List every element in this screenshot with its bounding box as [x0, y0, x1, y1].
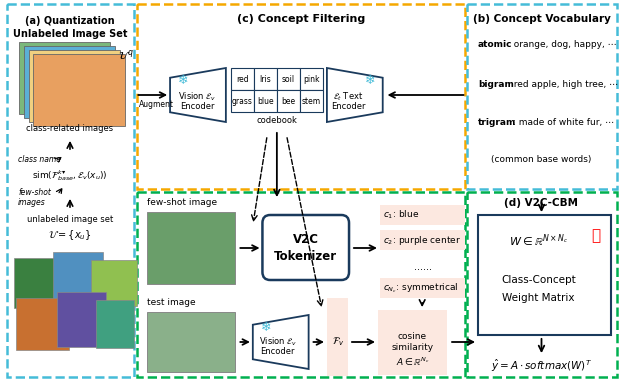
Text: bee: bee [282, 97, 296, 105]
Bar [300, 90, 323, 112]
Text: $\hat{y} = A \cdot softmax(W)^T$: $\hat{y} = A \cdot softmax(W)^T$ [491, 358, 592, 374]
Text: : red apple, high tree, ⋯: : red apple, high tree, ⋯ [508, 80, 618, 89]
Text: trigram: trigram [478, 118, 516, 127]
Bar [467, 192, 616, 377]
Text: Encoder: Encoder [180, 102, 214, 111]
Text: Augment: Augment [140, 100, 174, 109]
Text: few-shot image: few-shot image [147, 198, 217, 207]
Text: grass: grass [232, 97, 253, 105]
Text: $\mathcal{F}_v$: $\mathcal{F}_v$ [332, 336, 344, 348]
Text: pink: pink [303, 74, 320, 84]
Bar [8, 4, 134, 377]
Bar [147, 312, 236, 372]
Text: Class-Concept: Class-Concept [501, 275, 576, 285]
Bar [230, 90, 254, 112]
Text: atomic: atomic [478, 40, 513, 49]
Bar [14, 258, 64, 308]
Text: red: red [236, 74, 248, 84]
Text: (b) Concept Vocabulary: (b) Concept Vocabulary [472, 14, 611, 24]
Polygon shape [170, 68, 226, 122]
Bar [380, 230, 465, 250]
Bar [16, 298, 69, 350]
Text: Vision $\mathcal{E}_v$: Vision $\mathcal{E}_v$ [178, 90, 216, 102]
Bar [138, 4, 465, 189]
Bar [29, 50, 120, 122]
Text: ❄: ❄ [178, 74, 188, 87]
Bar [96, 300, 134, 348]
Bar [300, 68, 323, 90]
Text: class-related images: class-related images [26, 124, 113, 133]
Text: $c_2$: purple center: $c_2$: purple center [383, 233, 461, 246]
Bar [380, 278, 465, 298]
Text: test image: test image [147, 298, 196, 307]
Text: : made of white fur, ⋯: : made of white fur, ⋯ [513, 118, 614, 127]
Text: soil: soil [282, 74, 295, 84]
Text: Vision $\mathcal{E}_v$: Vision $\mathcal{E}_v$ [259, 335, 297, 348]
Text: $A \in \mathbb{R}^{N_c}$: $A \in \mathbb{R}^{N_c}$ [396, 356, 429, 368]
Bar [33, 54, 125, 126]
Bar [467, 4, 616, 189]
Bar [254, 90, 277, 112]
Text: unlabeled image set: unlabeled image set [27, 215, 113, 224]
Text: Encoder: Encoder [260, 347, 295, 356]
Bar [19, 42, 110, 114]
Text: ❄: ❄ [365, 74, 376, 87]
Bar [327, 298, 348, 376]
Text: $c_1$: blue: $c_1$: blue [383, 209, 419, 221]
Bar [230, 68, 254, 90]
Bar [24, 46, 115, 118]
Text: stem: stem [302, 97, 321, 105]
Polygon shape [327, 68, 383, 122]
Text: bigram: bigram [478, 80, 514, 89]
Bar [277, 90, 300, 112]
Text: ❄: ❄ [260, 321, 271, 334]
Text: V2C
Tokenizer: V2C Tokenizer [274, 233, 337, 263]
Polygon shape [253, 315, 308, 369]
Text: blue: blue [257, 97, 274, 105]
Text: (a) Quantization
Unlabeled Image Set: (a) Quantization Unlabeled Image Set [13, 16, 127, 39]
Bar [378, 310, 447, 375]
Text: (common base words): (common base words) [492, 155, 591, 164]
Bar [147, 212, 236, 284]
Bar [277, 68, 300, 90]
Text: $\mathcal{E}_t$ Text: $\mathcal{E}_t$ Text [333, 90, 364, 102]
Text: $\mathcal{U}^q$: $\mathcal{U}^q$ [118, 48, 134, 62]
Text: cosine
similarity: cosine similarity [392, 332, 434, 352]
Bar [138, 192, 465, 377]
Bar [52, 252, 102, 300]
Text: ......: ...... [414, 262, 432, 272]
Text: $c_{N_c}$: symmetrical: $c_{N_c}$: symmetrical [383, 281, 458, 295]
Text: $\mathrm{sim}(\mathcal{F}_{base}^{k\blacktriangledown},\mathcal{E}_v(x_u))$: $\mathrm{sim}(\mathcal{F}_{base}^{k\blac… [32, 168, 108, 183]
Text: few-shot: few-shot [18, 188, 51, 197]
Bar [58, 292, 106, 347]
Text: images: images [18, 198, 46, 207]
FancyBboxPatch shape [262, 215, 349, 280]
Text: Iris: Iris [259, 74, 271, 84]
Text: 🔥: 🔥 [591, 228, 600, 243]
Bar [254, 68, 277, 90]
Text: Weight Matrix: Weight Matrix [502, 293, 575, 303]
Text: codebook: codebook [257, 116, 298, 125]
Bar [478, 215, 611, 335]
Bar [380, 205, 465, 225]
Text: $W \in \mathbb{R}^{N \times N_c}$: $W \in \mathbb{R}^{N \times N_c}$ [509, 232, 568, 249]
Text: (d) V2C-CBM: (d) V2C-CBM [504, 198, 579, 208]
Text: Encoder: Encoder [331, 102, 365, 111]
Text: $\mathcal{U} = \{x_u\}$: $\mathcal{U} = \{x_u\}$ [48, 228, 92, 242]
Text: : orange, dog, happy, ⋯: : orange, dog, happy, ⋯ [508, 40, 616, 49]
Bar [91, 260, 138, 306]
Text: class name: class name [18, 155, 61, 164]
Text: (c) Concept Filtering: (c) Concept Filtering [237, 14, 365, 24]
